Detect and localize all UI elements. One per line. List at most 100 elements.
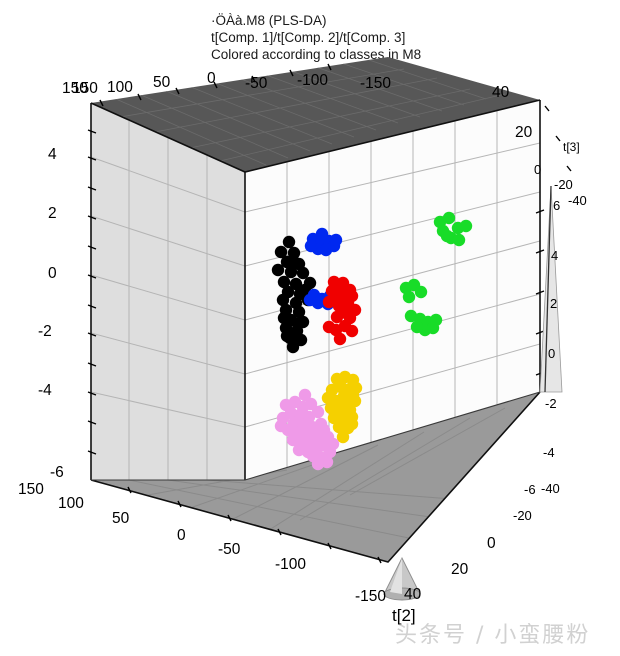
plot-title-line3: Colored according to classes in M8 [211,47,422,62]
tick-marks-upper-right-diag [544,105,572,172]
data-point [402,290,416,304]
tick-lrdiag-1: -20 [513,508,532,523]
data-point [291,317,305,331]
data-point [343,311,357,325]
tick-bottom-3: -50 [218,541,241,558]
tick-right-3: 0 [548,346,556,361]
data-point [277,275,291,289]
data-point [311,405,325,419]
data-point [282,235,296,249]
tick-lrdiag-3: 20 [451,561,469,578]
tick-left-corner-bottom: 150 [18,481,44,498]
data-point [410,320,424,334]
tick-marks-bottom [127,486,382,564]
tick-bottom-2: 0 [177,527,186,544]
axis-label-t3: t[3] [563,140,580,154]
data-point [274,245,288,259]
scatter-series-class-green [399,211,473,337]
data-point [336,276,350,290]
tick-right-1: 4 [551,248,559,263]
scatter-series-class-yellow [321,370,363,444]
data-point [303,293,317,307]
data-point [287,255,301,269]
tick-right-4: -2 [545,396,557,411]
data-point [276,293,290,307]
cube-back-wall [245,100,540,480]
tick-lrdiag-4: 40 [404,586,422,603]
plot-title-line2: t[Comp. 1]/t[Comp. 2]/t[Comp. 3] [211,30,406,45]
tick-top-0: 150 [62,80,88,97]
data-point [304,397,318,411]
data-point [304,239,318,253]
tick-top-2: 50 [153,74,171,91]
tick-bottom-1: 50 [112,510,130,527]
tick-bottom-0: 100 [58,495,84,512]
tick-top-6: -150 [360,75,392,92]
tick-urdiag-2: 0 [534,162,542,177]
tick-left-corner-top: 150 [72,80,98,97]
tick-left-4: -4 [38,382,52,399]
data-point [329,233,343,247]
data-point [345,289,359,303]
tick-urdiag-3: -20 [554,177,573,192]
tick-top-4: -50 [245,75,268,92]
data-point [322,295,336,309]
data-point [336,430,350,444]
data-point [294,333,308,347]
data-point [327,275,341,289]
data-point [289,277,303,291]
data-point [345,417,359,431]
cube-edges [90,99,541,563]
tick-lrdiag-2: 0 [487,535,496,552]
t3-axis-spike [539,185,563,393]
tick-bottom-5: -150 [355,588,387,605]
data-point [280,329,294,343]
tick-marks-top [99,63,332,107]
data-point [333,332,347,346]
scatter-series-class-black [271,235,317,354]
watermark-text: 头条号 / 小蛮腰粉 [395,623,591,648]
tick-urdiag-1: 20 [515,124,533,141]
data-point [414,285,428,299]
data-point [277,311,291,325]
tick-bottom-4: -100 [275,556,307,573]
data-point [315,227,329,241]
data-point [452,233,466,247]
tick-left-5: -6 [50,464,64,481]
data-point [442,211,456,225]
data-point [440,229,454,243]
data-point [292,305,306,319]
data-point [284,265,298,279]
origin-cone-marker [383,556,421,601]
scatter-series-class-red [322,275,362,346]
tick-top-1: 100 [107,79,133,96]
data-point [324,401,338,415]
data-point [332,420,346,434]
tick-right-0: 6 [553,198,561,213]
data-point [296,266,310,280]
data-point [321,391,335,405]
data-point [345,324,359,338]
cube-left-wall [91,103,245,480]
data-point [274,419,288,433]
tick-left-1: 2 [48,205,57,222]
tick-top-3: 0 [207,70,216,87]
plot-title-line1: ·ÖÀà.M8 (PLS-DA) [211,13,327,28]
tick-right-2: 2 [550,296,558,311]
data-point [320,455,334,469]
tick-left-0: 4 [48,146,57,163]
data-point [286,340,300,354]
tick-marks-left-axis [87,129,97,455]
data-point [326,437,340,451]
data-point [426,321,440,335]
scatter-points-layer [271,211,473,471]
tick-urdiag-4: -40 [568,193,587,208]
data-point [330,310,344,324]
data-point [271,263,285,277]
data-point [349,381,363,395]
scatter-series-class-pink [274,388,340,471]
tick-left-3: -2 [38,323,52,340]
axis-label-t2: t[2] [392,606,416,625]
tick-left-2: 0 [48,265,57,282]
